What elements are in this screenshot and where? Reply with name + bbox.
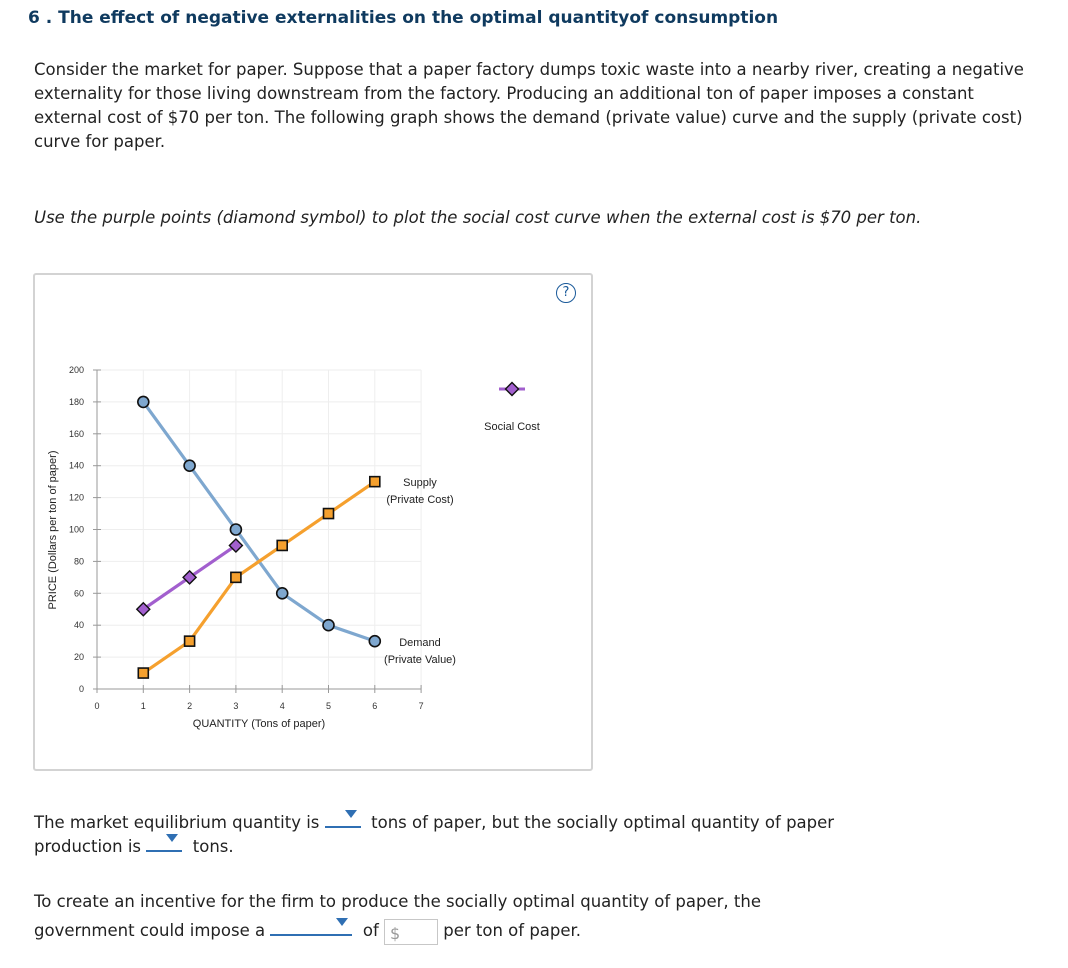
dollar-sign: $	[390, 923, 401, 943]
data-point	[322, 618, 335, 632]
graph-panel	[33, 273, 593, 771]
y-tick-label: 140	[69, 461, 84, 471]
chevron-down-icon	[344, 810, 357, 818]
chevron-down-icon	[166, 834, 179, 842]
equilibrium-quantity-dropdown[interactable]	[324, 806, 361, 828]
data-point	[230, 571, 242, 584]
data-point	[322, 507, 335, 520]
x-tick-label: 7	[419, 701, 424, 711]
question-1: The market equilibrium quantity is tons …	[34, 806, 834, 835]
q1-text-4: tons.	[192, 837, 234, 856]
y-tick-label: 120	[69, 493, 84, 503]
y-tick-label: 100	[69, 525, 84, 535]
data-point	[182, 569, 198, 585]
optimal-quantity-dropdown[interactable]	[146, 830, 183, 852]
x-tick-label: 4	[280, 701, 285, 711]
series-line	[142, 400, 376, 643]
page-title: 6 . The effect of negative externalities…	[28, 8, 779, 28]
instruction-text: Use the purple points (diamond symbol) t…	[34, 208, 922, 227]
y-tick-label: 160	[69, 429, 84, 439]
q1-text-1: The market equilibrium quantity is	[34, 813, 320, 832]
data-point	[137, 667, 150, 679]
data-point	[368, 475, 381, 488]
y-tick-label: 180	[69, 397, 84, 407]
data-point	[183, 459, 196, 473]
data-point	[135, 601, 151, 617]
legend-social-cost-diamond	[504, 381, 520, 397]
y-tick-label: 0	[79, 684, 84, 694]
data-point	[228, 537, 244, 553]
data-point	[137, 395, 150, 409]
x-axis-label: QUANTITY (Tons of paper)	[193, 718, 325, 730]
x-tick-label: 1	[141, 701, 146, 711]
y-tick-label: 80	[74, 556, 84, 566]
question-1-cont: production is tons.	[34, 830, 234, 859]
q2-text-2: government could impose a	[34, 921, 266, 940]
data-point	[229, 523, 243, 536]
y-tick-label: 20	[74, 652, 84, 662]
x-tick-label: 3	[233, 701, 238, 711]
q2-text-1: To create an incentive for the firm to p…	[34, 892, 761, 911]
y-axis-label: PRICE (Dollars per ton of paper)	[47, 451, 59, 610]
chevron-down-icon	[336, 918, 349, 926]
q2-text-4: per ton of paper.	[443, 921, 582, 940]
legend-social-cost-label: Social Cost	[484, 421, 540, 433]
help-icon[interactable]: ?	[556, 283, 576, 303]
series-line	[142, 480, 376, 675]
data-point	[368, 634, 382, 648]
question-2: To create an incentive for the firm to p…	[34, 890, 761, 914]
q1-text-2: tons of paper, but the socially optimal …	[371, 813, 835, 832]
demand-label-sub: (Private Value)	[384, 654, 456, 666]
x-tick-label: 5	[326, 701, 331, 711]
question-2-cont: government could impose a of $ per ton o…	[34, 914, 581, 945]
data-point	[275, 586, 289, 600]
supply-label: Supply	[403, 477, 437, 489]
q1-text-3: production is	[34, 837, 142, 856]
data-point	[183, 635, 196, 647]
x-tick-label: 2	[187, 701, 192, 711]
y-tick-label: 60	[74, 588, 84, 598]
demand-label: Demand	[399, 637, 441, 649]
x-tick-label: 0	[94, 701, 99, 711]
supply-label-sub: (Private Cost)	[386, 494, 453, 506]
y-tick-label: 40	[74, 620, 84, 630]
amount-input[interactable]: $	[384, 918, 438, 945]
y-tick-label: 200	[69, 365, 84, 375]
intro-paragraph: Consider the market for paper. Suppose t…	[34, 60, 1024, 151]
q2-text-3: of	[362, 921, 379, 940]
policy-type-dropdown[interactable]	[270, 914, 353, 936]
data-point	[276, 539, 289, 552]
x-tick-label: 6	[372, 701, 377, 711]
